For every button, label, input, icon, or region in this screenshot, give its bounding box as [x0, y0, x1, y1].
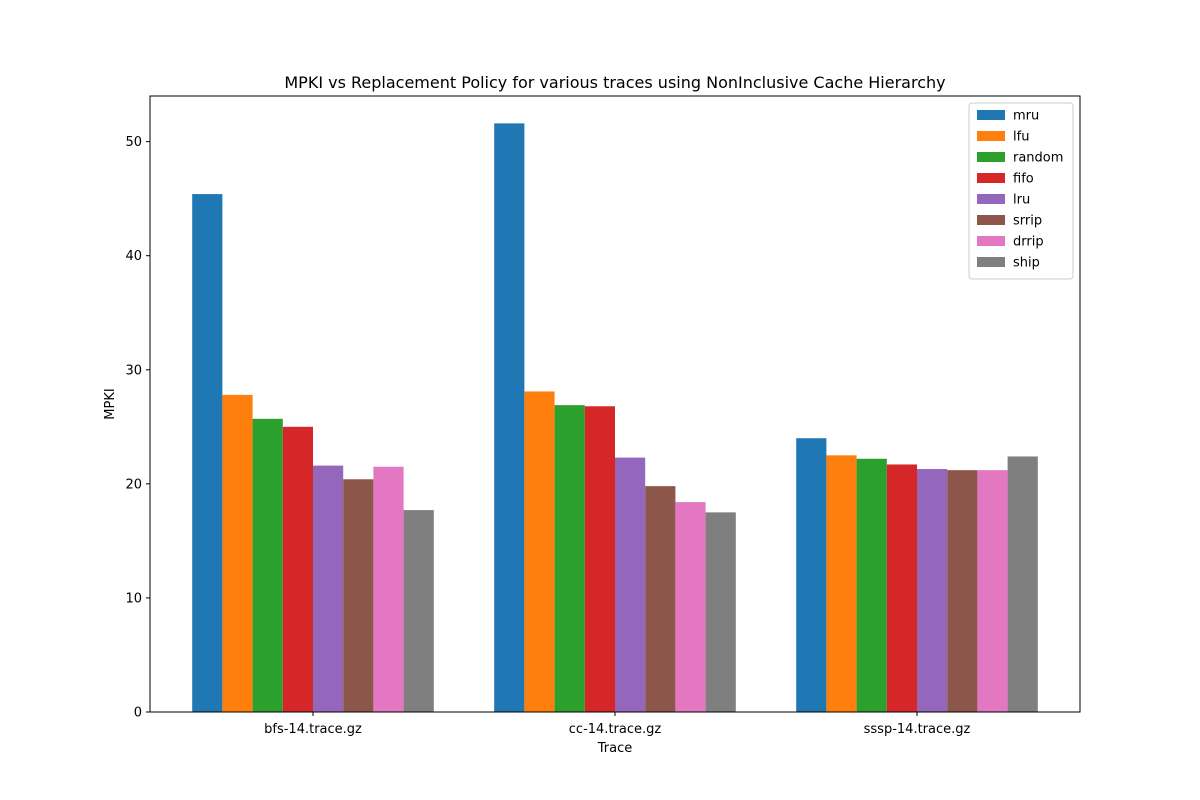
legend-swatch-lfu	[977, 131, 1005, 141]
bar-srrip-bfs-14.trace.gz	[343, 479, 374, 712]
legend-label-lru: lru	[1013, 193, 1030, 208]
chart-title: MPKI vs Replacement Policy for various t…	[284, 73, 945, 92]
bar-srrip-cc-14.trace.gz	[645, 486, 676, 712]
y-tick-label: 30	[125, 363, 142, 378]
legend-swatch-mru	[977, 110, 1005, 120]
bar-ship-cc-14.trace.gz	[705, 512, 736, 712]
bar-lru-cc-14.trace.gz	[615, 457, 646, 712]
y-axis: 0 10 20 30 40 50	[125, 135, 150, 721]
x-tick-label: cc-14.trace.gz	[569, 722, 662, 737]
bar-fifo-bfs-14.trace.gz	[282, 426, 313, 712]
x-axis-label: Trace	[597, 741, 633, 756]
y-tick-label: 20	[125, 477, 142, 492]
legend-label-ship: ship	[1013, 256, 1040, 271]
legend-label-lfu: lfu	[1013, 130, 1029, 145]
bar-fifo-sssp-14.trace.gz	[886, 464, 917, 712]
legend-swatch-random	[977, 152, 1005, 162]
bar-lfu-bfs-14.trace.gz	[222, 394, 253, 712]
bar-random-cc-14.trace.gz	[554, 405, 585, 712]
bar-drrip-cc-14.trace.gz	[675, 502, 706, 712]
bar-lru-bfs-14.trace.gz	[313, 465, 344, 712]
bar-drrip-sssp-14.trace.gz	[977, 470, 1008, 712]
bar-lfu-sssp-14.trace.gz	[826, 455, 857, 712]
legend-swatch-srrip	[977, 215, 1005, 225]
bar-ship-bfs-14.trace.gz	[403, 510, 434, 712]
x-axis: bfs-14.trace.gz cc-14.trace.gz sssp-14.tra…	[264, 712, 971, 737]
legend-label-mru: mru	[1013, 109, 1039, 124]
bar-srrip-sssp-14.trace.gz	[947, 470, 978, 712]
x-tick-label: sssp-14.trace.gz	[864, 722, 971, 737]
legend-box	[968, 102, 1074, 280]
bar-mru-sssp-14.trace.gz	[796, 438, 827, 712]
legend-label-random: random	[1013, 151, 1063, 166]
legend-label-srrip: srrip	[1013, 214, 1042, 229]
legend-swatch-drrip	[977, 236, 1005, 246]
bar-drrip-bfs-14.trace.gz	[373, 466, 404, 712]
legend-swatch-ship	[977, 257, 1005, 267]
legend-swatch-fifo	[977, 173, 1005, 183]
y-tick-label: 10	[125, 591, 142, 606]
y-tick-label: 0	[134, 706, 142, 721]
bar-mru-cc-14.trace.gz	[494, 123, 525, 712]
bar-ship-sssp-14.trace.gz	[1007, 456, 1038, 712]
y-axis-label: MPKI	[103, 388, 118, 419]
bars-layer	[192, 123, 1038, 713]
legend: mru lfu random fifo lru srrip drrip ship	[968, 102, 1074, 280]
legend-label-drrip: drrip	[1013, 235, 1044, 250]
bar-lfu-cc-14.trace.gz	[524, 391, 555, 712]
bar-random-sssp-14.trace.gz	[856, 458, 887, 712]
bar-fifo-cc-14.trace.gz	[584, 406, 615, 712]
legend-label-fifo: fifo	[1013, 172, 1034, 187]
y-tick-label: 40	[125, 249, 142, 264]
bar-mru-bfs-14.trace.gz	[192, 194, 223, 713]
x-tick-label: bfs-14.trace.gz	[264, 722, 362, 737]
y-tick-label: 50	[125, 135, 142, 150]
bar-lru-sssp-14.trace.gz	[917, 469, 948, 712]
legend-swatch-lru	[977, 194, 1005, 204]
bar-random-bfs-14.trace.gz	[252, 418, 283, 712]
